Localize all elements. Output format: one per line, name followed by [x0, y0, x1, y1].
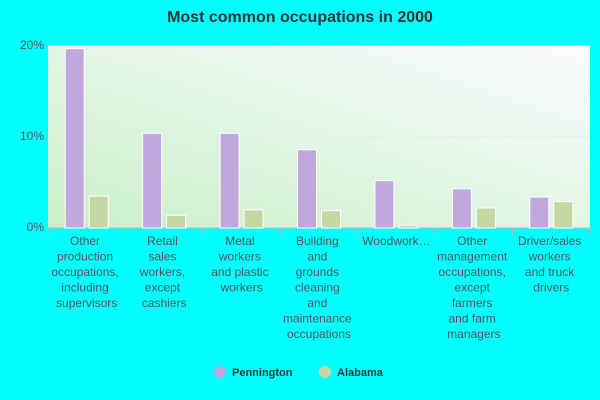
- x-tick-label: Other production occupations, including …: [51, 234, 122, 310]
- legend-label: Pennington: [232, 367, 293, 379]
- x-tick-label: Driver/sales workers and truck drivers: [518, 234, 585, 295]
- legend-marker: [319, 366, 331, 378]
- bar: [88, 195, 109, 229]
- bar: [475, 207, 496, 229]
- x-tick-label: Woodwork…: [362, 234, 430, 248]
- bar: [297, 149, 317, 229]
- y-tick-label: 0%: [27, 220, 45, 234]
- bar: [321, 210, 341, 229]
- bar: [374, 180, 395, 229]
- x-tick-label: Other management occupations, except far…: [437, 234, 510, 341]
- legend-marker: [214, 366, 226, 378]
- x-tick-label: Retail sales workers, except cashiers: [139, 234, 189, 310]
- bar: [142, 132, 163, 229]
- bar: [398, 224, 419, 229]
- chart-title: Most common occupations in 2000: [167, 9, 433, 26]
- bar: [529, 196, 550, 229]
- bar: [64, 48, 85, 229]
- bar: [219, 132, 240, 229]
- x-tick-label: Building and grounds cleaning and mainte…: [283, 234, 355, 341]
- bar: [243, 209, 264, 229]
- y-tick-label: 20%: [20, 38, 44, 52]
- bar: [451, 188, 472, 229]
- x-tick-label: Metal workers and plastic workers: [211, 234, 272, 295]
- bar: [166, 214, 187, 229]
- legend-label: Alabama: [337, 367, 384, 379]
- y-tick-label: 10%: [20, 129, 44, 143]
- bar: [553, 201, 574, 229]
